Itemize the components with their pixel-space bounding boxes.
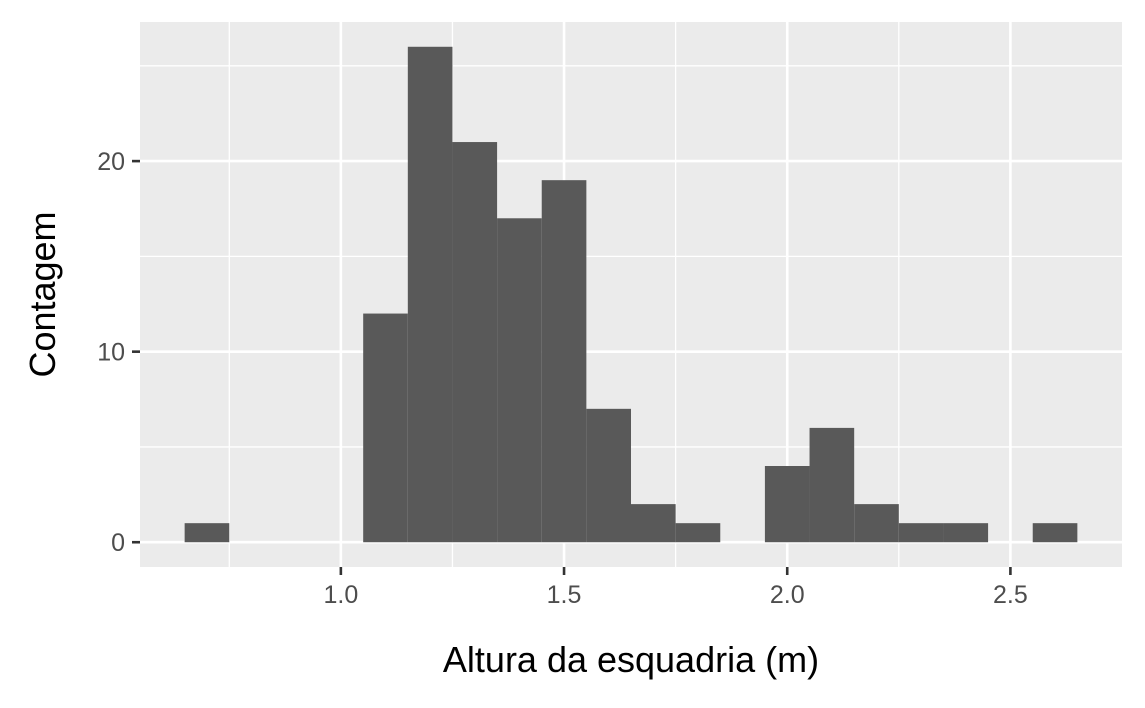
histogram-bar	[184, 523, 230, 543]
x-tick-label: 2.0	[770, 581, 805, 609]
x-tick-label: 2.5	[993, 581, 1028, 609]
histogram-bar	[631, 504, 676, 543]
histogram-bar	[497, 218, 542, 543]
histogram-bar	[452, 142, 498, 543]
histogram-bar	[541, 180, 587, 543]
histogram-bar	[898, 523, 944, 543]
y-tick-label: 10	[97, 339, 125, 367]
histogram-bars	[184, 46, 1078, 543]
y-tick-label: 20	[97, 148, 125, 176]
x-axis-title: Altura da esquadria (m)	[443, 639, 819, 680]
x-tick-label: 1.0	[323, 581, 358, 609]
y-axis: 0 10 20	[97, 148, 140, 557]
histogram-bar	[1032, 523, 1078, 543]
x-tick-label: 1.5	[547, 581, 582, 609]
x-axis: 1.0 1.5 2.0 2.5	[323, 567, 1028, 609]
histogram-bar	[363, 313, 408, 543]
y-axis-title: Contagem	[22, 211, 63, 377]
histogram-bar	[675, 523, 721, 543]
histogram-bar	[809, 427, 855, 543]
histogram-bar	[854, 504, 899, 543]
y-tick-label: 0	[111, 529, 125, 557]
histogram-bar	[764, 466, 810, 543]
histogram-bar	[586, 408, 631, 543]
histogram-bar	[407, 46, 453, 543]
histogram-bar	[943, 523, 989, 543]
